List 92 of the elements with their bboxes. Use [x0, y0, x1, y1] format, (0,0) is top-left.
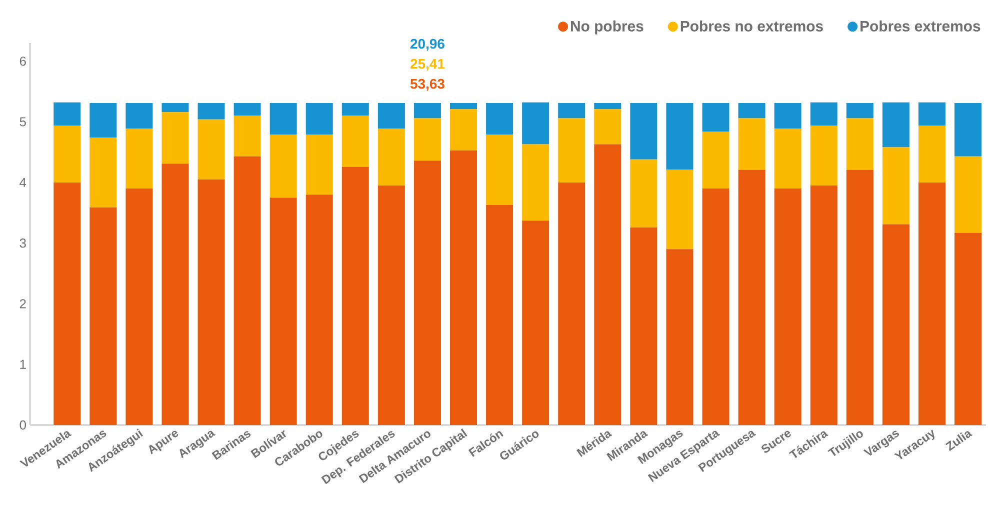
bar: [126, 188, 153, 425]
bar: [486, 103, 514, 135]
bar: [846, 170, 874, 425]
y-tick-label: 4: [20, 178, 26, 187]
bar: [414, 160, 441, 425]
bar: [90, 103, 117, 138]
bar: [162, 164, 189, 425]
bar: [630, 227, 658, 425]
bar: [342, 116, 369, 167]
bar: [558, 103, 586, 118]
bar: [486, 134, 514, 205]
bar: [522, 144, 550, 221]
y-tick-label: 0: [20, 420, 26, 430]
annotation: 20,96: [410, 38, 444, 51]
bar: [486, 204, 514, 425]
bar: [738, 170, 766, 425]
bar: [90, 207, 117, 425]
legend-label: No pobres: [571, 20, 644, 34]
bar: [738, 103, 766, 118]
bar: [774, 188, 802, 425]
bar: [846, 103, 874, 118]
bar: [378, 185, 405, 425]
bar: [630, 103, 658, 160]
bar: [162, 103, 189, 112]
bar: [54, 102, 81, 126]
bar: [846, 118, 874, 170]
bar: [702, 132, 730, 189]
bar: [954, 103, 982, 156]
bar: [918, 102, 946, 126]
bar: [54, 182, 81, 425]
bar: [666, 170, 694, 250]
bar: [882, 102, 910, 148]
bar: [378, 128, 405, 186]
legend-label: Pobres extremos: [860, 20, 980, 32]
legend-label: Pobres no extremos: [680, 20, 823, 32]
bar: [594, 109, 622, 144]
bar: [666, 103, 694, 170]
bar: [522, 102, 550, 144]
bar: [810, 185, 838, 425]
y-tick-label: 6: [20, 56, 26, 66]
bar: [954, 156, 982, 233]
bar: [198, 103, 225, 120]
bar: [126, 128, 153, 189]
bar: [414, 103, 441, 118]
bar: [738, 118, 766, 170]
annotation: 53,63: [410, 78, 444, 91]
bar: [774, 128, 802, 189]
y-tick-label: 1: [20, 360, 26, 369]
bar: [450, 150, 478, 425]
bar: [270, 103, 297, 135]
bar: [234, 116, 261, 156]
bar: [630, 159, 658, 228]
bar: [918, 182, 946, 425]
bar: [270, 198, 297, 425]
bar: [306, 194, 333, 425]
bar: [774, 103, 802, 128]
y-tick-label: 5: [20, 117, 26, 126]
bar: [90, 138, 117, 208]
bar: [198, 179, 225, 425]
bar: [342, 103, 369, 116]
bar: [558, 118, 586, 182]
bar: [306, 134, 333, 195]
bar: [702, 103, 730, 132]
bar: [954, 232, 982, 425]
bar: [702, 188, 730, 425]
bar: [270, 134, 297, 198]
bar: [594, 144, 622, 425]
bar: [450, 109, 478, 150]
bar: [342, 166, 369, 425]
bar: [54, 125, 81, 182]
bar: [234, 103, 261, 116]
bar: [198, 119, 225, 180]
bar: [882, 147, 910, 224]
bar: [810, 102, 838, 126]
bar: [414, 118, 441, 161]
bar: [558, 182, 586, 425]
bar: [594, 103, 622, 110]
y-tick-label: 3: [20, 238, 26, 248]
bar: [126, 103, 153, 128]
bar: [306, 103, 333, 135]
annotation: 25,41: [410, 58, 445, 71]
y-tick-label: 2: [20, 299, 26, 308]
bar: [522, 220, 550, 425]
bar: [918, 125, 946, 182]
bar: [450, 103, 478, 110]
bar: [162, 112, 189, 164]
bar: [810, 125, 838, 186]
bar: [882, 224, 910, 425]
bar: [666, 249, 694, 425]
bar: [378, 103, 405, 128]
bar: [234, 156, 261, 425]
x-tick-label: Zulia: [946, 431, 972, 451]
